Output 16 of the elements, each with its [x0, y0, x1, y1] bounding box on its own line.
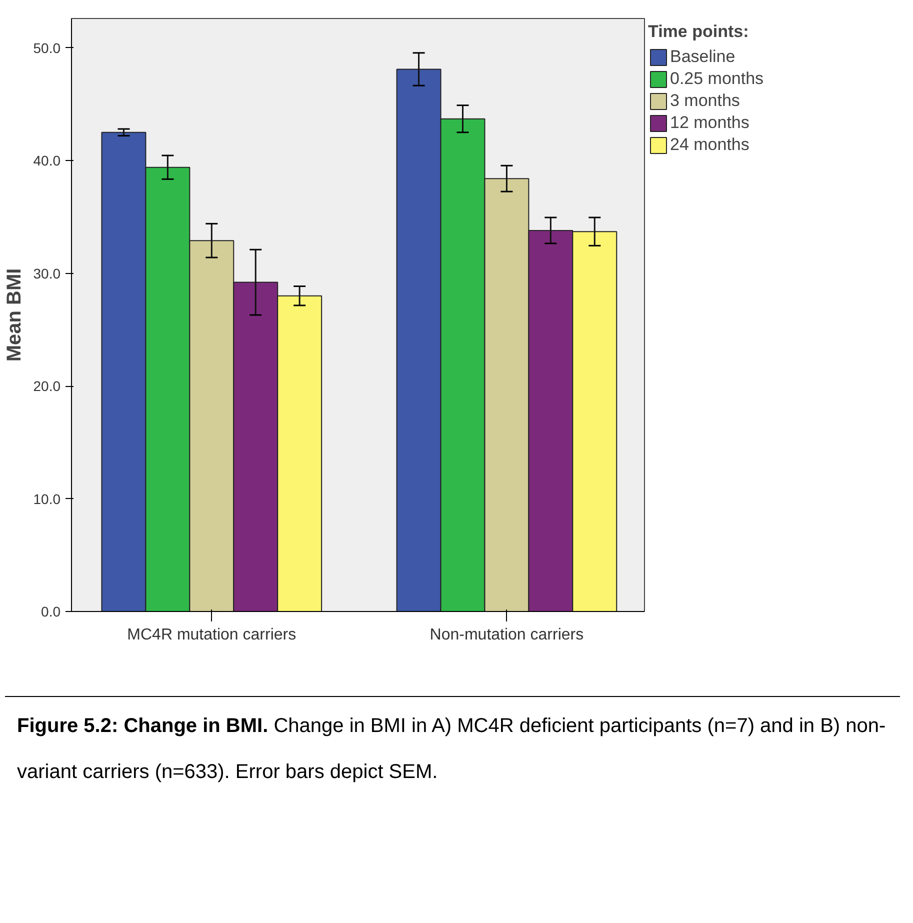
legend-title: Time points:: [648, 22, 750, 42]
y-tick-label: 50.0: [33, 40, 61, 56]
x-tick-label: MC4R mutation carriers: [127, 626, 296, 644]
y-tick-label: 20.0: [33, 378, 61, 394]
y-axis-title: Mean BMI: [3, 268, 26, 362]
legend-label: 0.25 months: [670, 69, 764, 89]
caption: Figure 5.2: Change in BMI.: [17, 715, 268, 737]
y-tick-label: 10.0: [33, 490, 61, 507]
y-tick-label: 0.0: [41, 604, 61, 620]
y-tick-label: 30.0: [33, 265, 61, 282]
legend-label: Baseline: [670, 47, 736, 67]
x-tick-label: Non-mutation carriers: [430, 626, 584, 644]
legend-label: 3 months: [670, 91, 740, 111]
y-tick-label: 40.0: [33, 152, 61, 169]
legend-label: 12 months: [670, 113, 750, 133]
legend-label: 24 months: [670, 135, 750, 155]
